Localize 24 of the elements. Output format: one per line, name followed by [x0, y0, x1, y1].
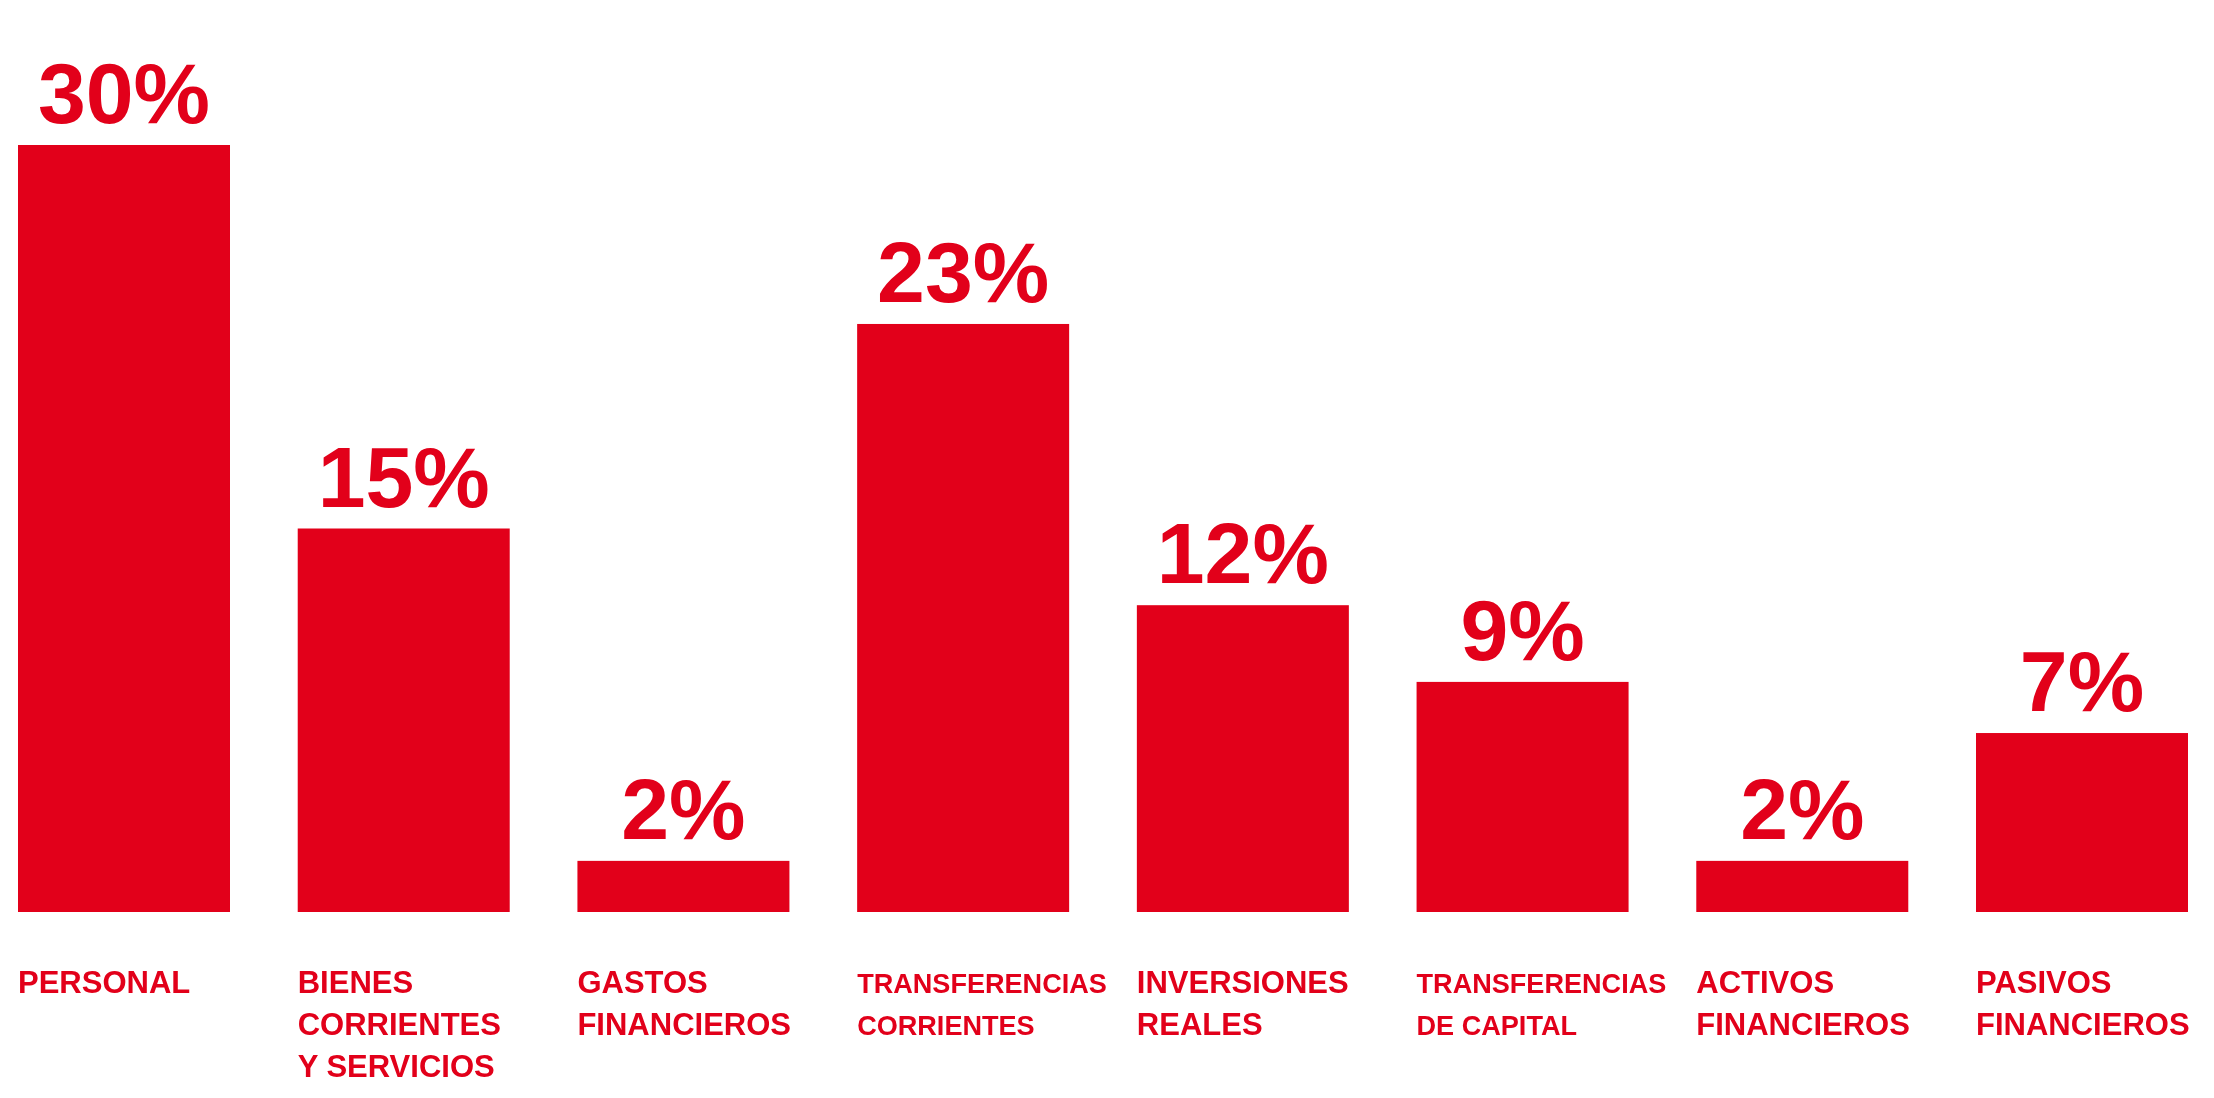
bar: [1416, 681, 1629, 912]
x-tick-label: ACTIVOS FINANCIEROS: [1696, 965, 1910, 1042]
x-tick-label: BIENES CORRIENTES Y SERVICIOS: [297, 965, 501, 1084]
x-tick-label: PASIVOS FINANCIEROS: [1976, 965, 2190, 1042]
bar: [297, 528, 510, 912]
data-label: 12%: [1156, 505, 1329, 602]
x-tick-label: INVERSIONES REALES: [1136, 965, 1349, 1042]
data-label: 2%: [621, 760, 746, 857]
data-label: 23%: [877, 223, 1050, 320]
bar: [1976, 733, 2188, 912]
bar: [1136, 605, 1349, 912]
x-tick-label: PERSONAL: [18, 965, 191, 1000]
data-label: 15%: [317, 428, 490, 525]
bar: [18, 145, 230, 912]
bar: [857, 323, 1070, 912]
x-tick-label: GASTOS FINANCIEROS: [577, 965, 792, 1042]
bar: [1696, 860, 1909, 912]
data-label: 9%: [1460, 581, 1585, 678]
x-tick-label: TRANSFERENCIAS CORRIENTES: [857, 968, 1107, 1041]
data-label: 2%: [1740, 760, 1865, 857]
bar: [577, 860, 790, 912]
data-label: 7%: [2019, 633, 2145, 730]
x-tick-label: TRANSFERENCIAS DE CAPITAL: [1416, 968, 1667, 1041]
data-label: 30%: [37, 45, 211, 141]
